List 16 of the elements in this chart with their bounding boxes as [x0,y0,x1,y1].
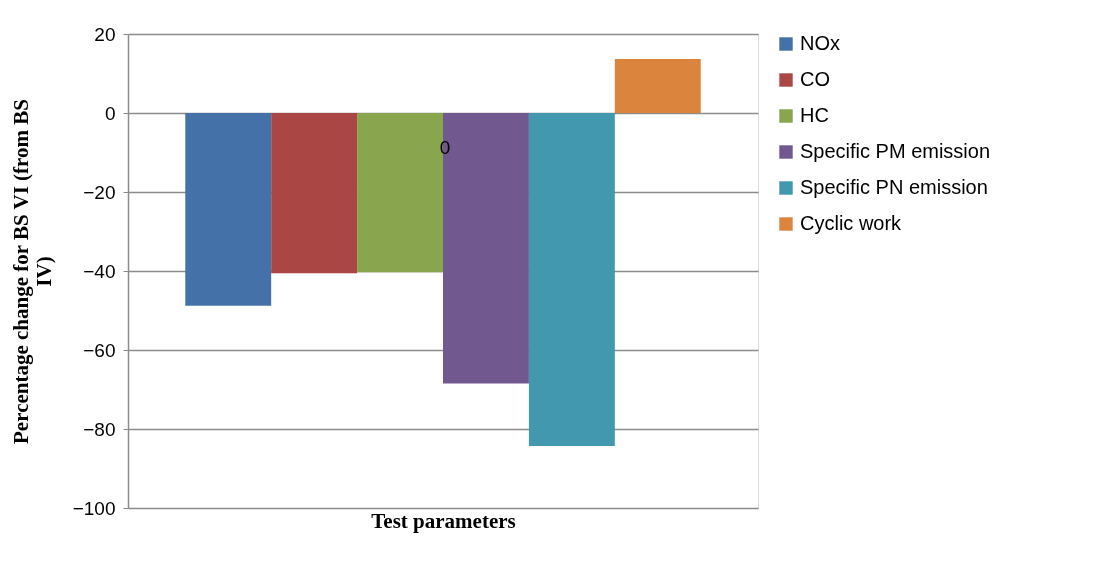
legend-label: Cyclic work [800,212,903,234]
y-axis-title: Percentage change for BS VI (from BS IV) [8,99,56,444]
legend-label: CO [800,68,830,90]
y-tick-label: −20 [83,181,116,203]
y-tick-label: −100 [72,497,116,519]
y-tick-label: −40 [83,260,116,282]
legend-label: NOx [800,32,840,54]
x-axis-title: Test parameters [371,508,516,533]
legend-label: Specific PN emission [800,176,988,198]
legend-label: HC [800,104,829,126]
y-tick-label: −80 [83,418,116,440]
y-tick-label: 0 [104,102,116,124]
y-tick-label: −60 [83,339,116,361]
annotation: 0 [439,137,451,158]
legend-label: Specific PM emission [800,140,991,162]
y-tick-label: 20 [94,23,116,45]
